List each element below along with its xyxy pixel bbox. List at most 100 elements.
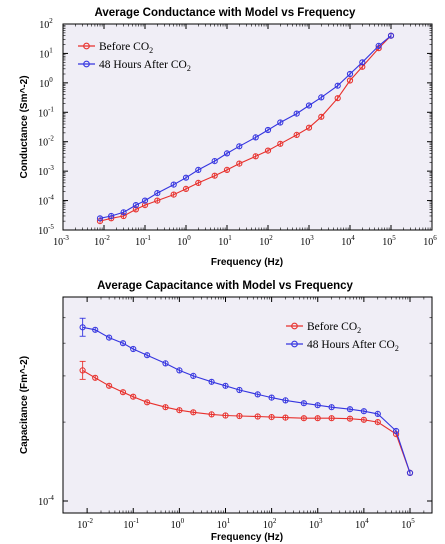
data-point [190, 372, 197, 379]
data-point [195, 166, 202, 173]
data-point [300, 415, 307, 422]
data-point [154, 190, 161, 197]
data-point [211, 158, 218, 165]
data-point [170, 191, 177, 198]
data-point [190, 409, 197, 416]
data-point [293, 110, 300, 117]
conductance-legend: Before CO2 48 Hours After CO2 [78, 41, 191, 73]
data-point [346, 70, 354, 78]
data-point [318, 113, 325, 120]
data-point [346, 406, 354, 413]
data-point [223, 150, 231, 157]
data-point [236, 386, 243, 394]
data-point [277, 119, 284, 126]
capacitance-legend: Before CO2 48 Hours After CO2 [286, 321, 399, 353]
data-point [144, 352, 151, 359]
capacitance-plot-area [62, 296, 433, 514]
y-tick-label: 10-4 [38, 494, 54, 508]
data-point [223, 166, 231, 173]
capacitance-chart: Average Capacitance with Model vs Freque… [19, 280, 433, 543]
data-point [154, 197, 161, 204]
x-tick-label: 10-3 [53, 234, 69, 248]
data-point [108, 212, 115, 220]
data-point [236, 412, 243, 420]
conductance-x-ticks: 10-3 10-2 10-1 100 101 102 103 104 105 106 [53, 24, 437, 248]
data-point [79, 367, 86, 374]
legend-label-after: 48 Hours After CO2 [99, 59, 191, 73]
x-tick-label: 10-2 [77, 517, 93, 531]
data-point [92, 374, 99, 381]
data-point [359, 59, 366, 66]
data-point [293, 131, 300, 138]
conductance-y-ticks: 10-5 10-4 10-3 10-2 10-1 100 101 102 [38, 17, 432, 237]
data-point [360, 416, 367, 423]
data-point [208, 411, 215, 418]
x-tick-label: 101 [218, 234, 232, 248]
data-point [305, 124, 313, 131]
data-point [374, 410, 381, 417]
data-point [254, 391, 261, 398]
capacitance-y-ticks: 10-4 [38, 317, 432, 508]
y-tick-label: 10-3 [38, 164, 54, 178]
x-tick-label: 102 [263, 517, 277, 531]
data-point [300, 400, 307, 407]
data-point [334, 95, 341, 102]
data-point [387, 32, 395, 39]
data-point [268, 394, 275, 401]
legend-marker-after [83, 60, 90, 68]
data-point [314, 402, 321, 409]
data-point [236, 160, 243, 167]
data-point [106, 334, 113, 341]
data-point [305, 102, 313, 109]
data-point [374, 419, 381, 426]
capacitance-y-axis-label: Capacitance (Fm^-2) [19, 356, 30, 454]
data-point [162, 360, 169, 367]
data-point [144, 399, 151, 406]
conductance-plot-area [62, 23, 433, 231]
conductance-y-axis-label: Conductance (Sm^-2) [19, 75, 30, 178]
data-point [236, 143, 243, 150]
data-point [346, 415, 354, 422]
x-tick-label: 100 [177, 234, 191, 248]
data-point [222, 382, 229, 389]
data-point [92, 326, 99, 333]
data-point [162, 404, 169, 411]
capacitance-x-axis-label: Frequency (Hz) [211, 532, 283, 543]
data-point [106, 382, 113, 389]
data-point [119, 340, 127, 347]
x-tick-label: 103 [309, 517, 323, 531]
x-tick-label: 101 [217, 517, 231, 531]
data-point [130, 393, 137, 400]
data-point [328, 415, 335, 422]
x-tick-label: 104 [341, 234, 355, 248]
data-point [406, 469, 414, 476]
data-point [182, 174, 190, 181]
x-tick-label: 106 [423, 234, 437, 248]
data-point [79, 324, 86, 331]
data-point [252, 153, 259, 160]
y-tick-label: 10-5 [38, 223, 54, 237]
x-tick-label: 100 [171, 517, 185, 531]
x-tick-label: 10-1 [123, 517, 139, 531]
y-tick-label: 101 [39, 46, 53, 60]
x-tick-label: 104 [355, 517, 369, 531]
conductance-chart: Average Conductance with Model vs Freque… [19, 7, 437, 268]
data-point [277, 140, 284, 147]
capacitance-x-ticks: 10-2 10-1 100 101 102 103 104 105 [77, 297, 425, 531]
y-tick-label: 102 [39, 17, 53, 31]
conductance-chart-title: Average Conductance with Model vs Freque… [95, 7, 357, 19]
data-point [132, 202, 139, 209]
data-point [360, 408, 367, 415]
x-tick-label: 102 [259, 234, 273, 248]
data-point [170, 181, 177, 188]
data-point [182, 185, 190, 192]
data-point [176, 367, 183, 374]
x-tick-label: 10-2 [94, 234, 110, 248]
data-point [176, 407, 183, 414]
data-point [318, 94, 325, 101]
data-point [211, 172, 218, 179]
legend-label-before-2: Before CO2 [307, 321, 361, 335]
data-point [195, 179, 202, 186]
x-tick-label: 105 [382, 234, 396, 248]
